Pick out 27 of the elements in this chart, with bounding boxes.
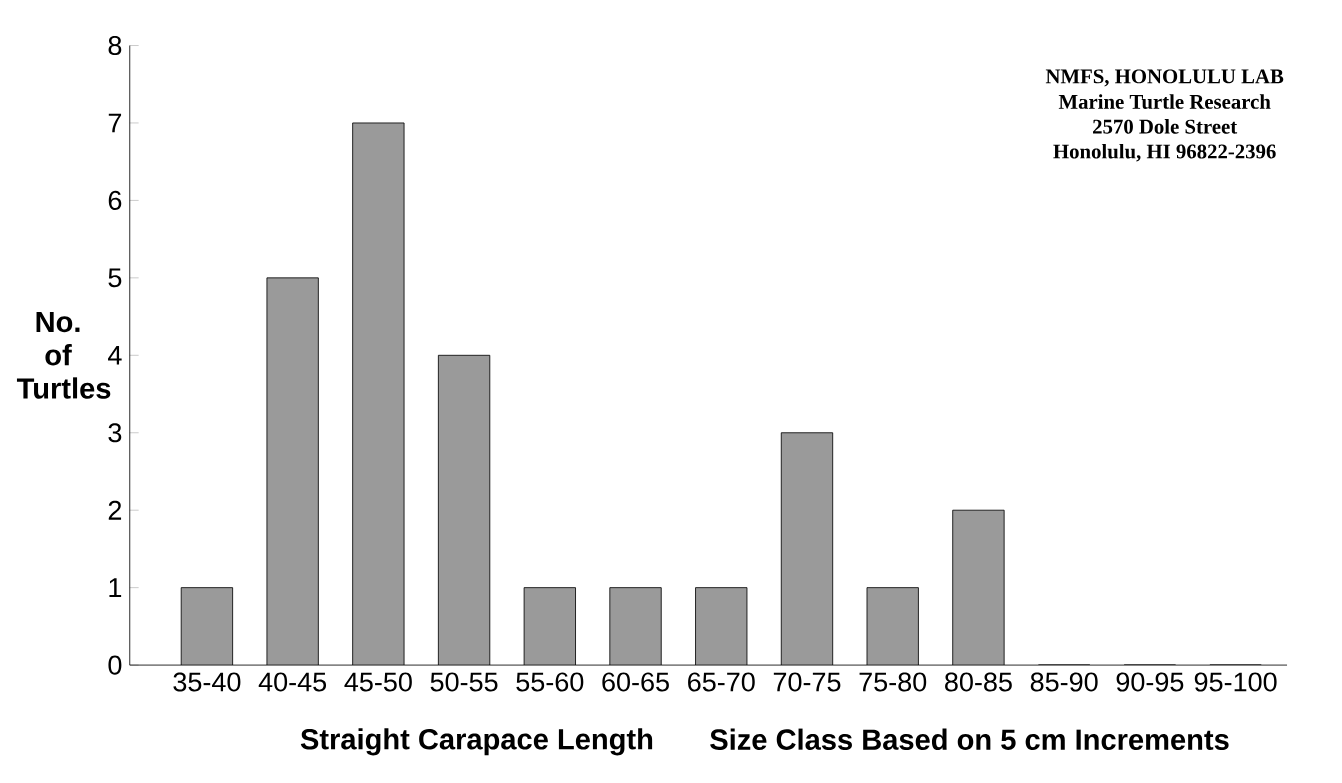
- x-tick-label: 35-40: [173, 672, 241, 692]
- annotation: Honolulu, HI 96822-2396: [1053, 143, 1276, 162]
- annotation: NMFS, HONOLULU LAB: [1045, 69, 1284, 87]
- x-tick-label: 75-80: [859, 672, 927, 692]
- x-tick-label: 65-70: [688, 672, 755, 692]
- x-tick-label: 45-50: [344, 672, 412, 692]
- x-tick-label: 70-75: [773, 672, 841, 692]
- x-tick-label: 40-45: [258, 672, 327, 692]
- x-tick-label: 95-100: [1194, 672, 1277, 692]
- x-axis-title: Straight Carapace Length: [300, 728, 653, 756]
- x-tick-label: 85-90: [1030, 672, 1098, 692]
- y-tick-label: 5: [108, 268, 122, 288]
- y-tick-label: 0: [108, 655, 122, 675]
- annotation: Marine Turtle Research: [1058, 94, 1271, 109]
- x-tick-label: 80-85: [945, 672, 1012, 692]
- y-tick-label: 3: [108, 423, 122, 443]
- y-tick-label: 8: [108, 35, 122, 55]
- y-tick-label: 7: [108, 113, 122, 133]
- annotation: 2570 Dole Street: [1093, 118, 1238, 134]
- y-tick-label: 1: [109, 578, 122, 597]
- x-tick-label: 50-55: [430, 672, 498, 692]
- text: Size Class Based on 5 cm Increments: [710, 728, 1229, 750]
- y-tick-label: 2: [108, 500, 122, 520]
- x-tick-label: 55-60: [516, 672, 584, 692]
- x-tick-label: 60-65: [602, 672, 669, 692]
- x-tick-label: 90-95: [1116, 672, 1184, 692]
- y-tick-label: 6: [108, 190, 122, 210]
